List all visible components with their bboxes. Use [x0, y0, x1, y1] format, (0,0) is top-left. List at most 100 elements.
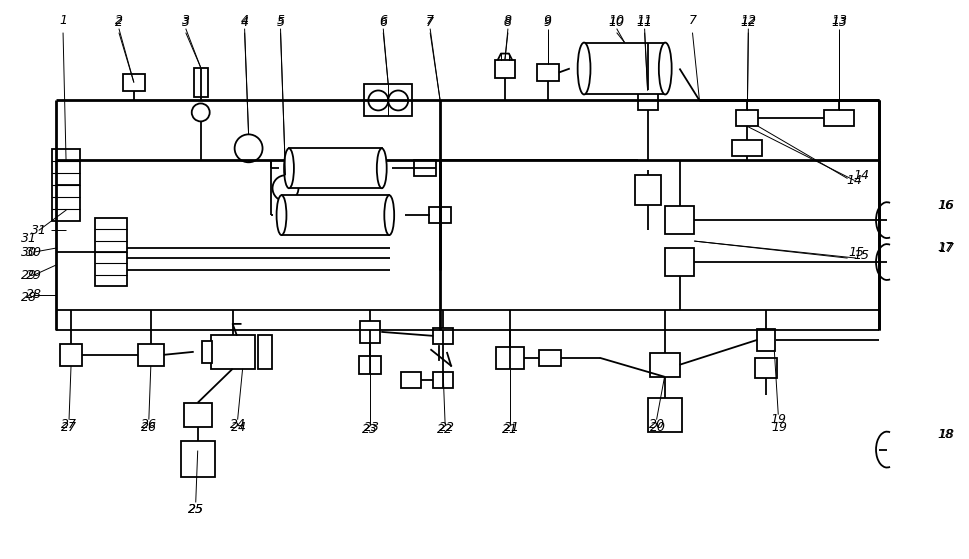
Text: 7: 7 [425, 14, 434, 27]
Text: 19: 19 [770, 421, 787, 434]
Ellipse shape [284, 148, 294, 188]
Bar [281, 195, 389, 235]
Text: 24: 24 [231, 421, 246, 434]
Text: 13: 13 [830, 16, 846, 29]
Text: 3: 3 [181, 16, 190, 29]
Bar [539, 350, 560, 366]
Text: 11: 11 [636, 14, 652, 27]
Text: 4: 4 [240, 16, 248, 29]
Bar [583, 42, 665, 94]
Bar [60, 344, 82, 366]
Text: 9: 9 [544, 16, 551, 29]
Bar [664, 206, 694, 234]
Bar [664, 248, 694, 276]
Bar [123, 74, 144, 92]
Circle shape [234, 134, 263, 162]
Text: 13: 13 [830, 14, 846, 27]
Text: 20: 20 [648, 418, 664, 431]
Bar [258, 335, 271, 369]
Text: 29: 29 [26, 268, 42, 282]
Bar [359, 356, 381, 374]
Text: 9: 9 [544, 14, 551, 27]
Circle shape [368, 91, 388, 111]
Bar [732, 140, 762, 157]
Text: 20: 20 [649, 421, 665, 434]
Text: 17: 17 [937, 240, 953, 254]
Text: 28: 28 [26, 288, 42, 301]
Text: 3: 3 [181, 14, 190, 27]
Bar [634, 176, 660, 205]
Text: 30: 30 [26, 245, 42, 259]
Text: 21: 21 [501, 423, 517, 436]
Text: 4: 4 [240, 14, 248, 27]
Text: 6: 6 [379, 14, 387, 27]
Bar [649, 353, 679, 377]
Bar [202, 341, 211, 363]
Ellipse shape [658, 42, 671, 94]
Bar [183, 402, 211, 427]
Text: 26: 26 [141, 421, 157, 434]
Circle shape [272, 176, 298, 201]
Text: 10: 10 [608, 14, 624, 27]
Text: 25: 25 [188, 503, 203, 516]
Text: 22: 22 [437, 423, 453, 436]
Ellipse shape [376, 148, 387, 188]
Text: 24: 24 [230, 418, 245, 431]
Text: 8: 8 [504, 14, 512, 27]
Text: 8: 8 [504, 16, 512, 29]
Text: 16: 16 [938, 198, 953, 212]
Bar [735, 111, 758, 126]
Text: 22: 22 [439, 421, 454, 434]
Text: 15: 15 [852, 249, 868, 262]
Text: 2: 2 [114, 16, 123, 29]
Text: 31: 31 [21, 231, 37, 245]
Text: 31: 31 [31, 224, 47, 236]
Ellipse shape [577, 42, 590, 94]
Circle shape [192, 103, 209, 121]
Bar [364, 84, 412, 116]
Bar [180, 440, 214, 476]
Text: 6: 6 [379, 16, 387, 29]
Text: 29: 29 [21, 268, 37, 282]
Bar [414, 160, 436, 176]
Bar [433, 328, 453, 344]
Text: 2: 2 [114, 14, 123, 27]
Bar [757, 329, 774, 351]
Bar [824, 111, 853, 126]
Bar [401, 372, 421, 388]
Text: 12: 12 [739, 16, 756, 29]
Bar [359, 321, 380, 343]
Bar [755, 358, 776, 378]
Text: 12: 12 [739, 14, 756, 27]
Bar [289, 148, 382, 188]
Bar [95, 218, 127, 286]
Text: 30: 30 [21, 245, 37, 259]
Text: 21: 21 [504, 421, 519, 434]
Bar [494, 60, 515, 78]
Bar [138, 344, 164, 366]
Text: 23: 23 [361, 423, 378, 436]
Text: 11: 11 [636, 16, 652, 29]
Circle shape [388, 91, 408, 111]
Text: 19: 19 [769, 413, 786, 426]
Text: 23: 23 [364, 421, 380, 434]
Text: 14: 14 [852, 169, 868, 182]
Bar [210, 335, 254, 369]
Text: 5: 5 [276, 16, 284, 29]
Text: 5: 5 [276, 14, 284, 27]
Text: 28: 28 [21, 291, 37, 305]
Text: 27: 27 [61, 421, 77, 434]
Bar [495, 347, 523, 369]
Bar [536, 64, 558, 82]
Text: 27: 27 [61, 418, 77, 431]
Bar [194, 68, 207, 97]
Text: 15: 15 [847, 245, 863, 259]
Text: 1: 1 [59, 14, 67, 27]
Bar [433, 372, 453, 388]
Text: 18: 18 [937, 428, 953, 441]
Bar [52, 149, 79, 221]
Text: 7: 7 [688, 14, 696, 27]
Text: 17: 17 [938, 241, 953, 254]
Bar [647, 397, 681, 432]
Text: 7: 7 [425, 16, 434, 29]
